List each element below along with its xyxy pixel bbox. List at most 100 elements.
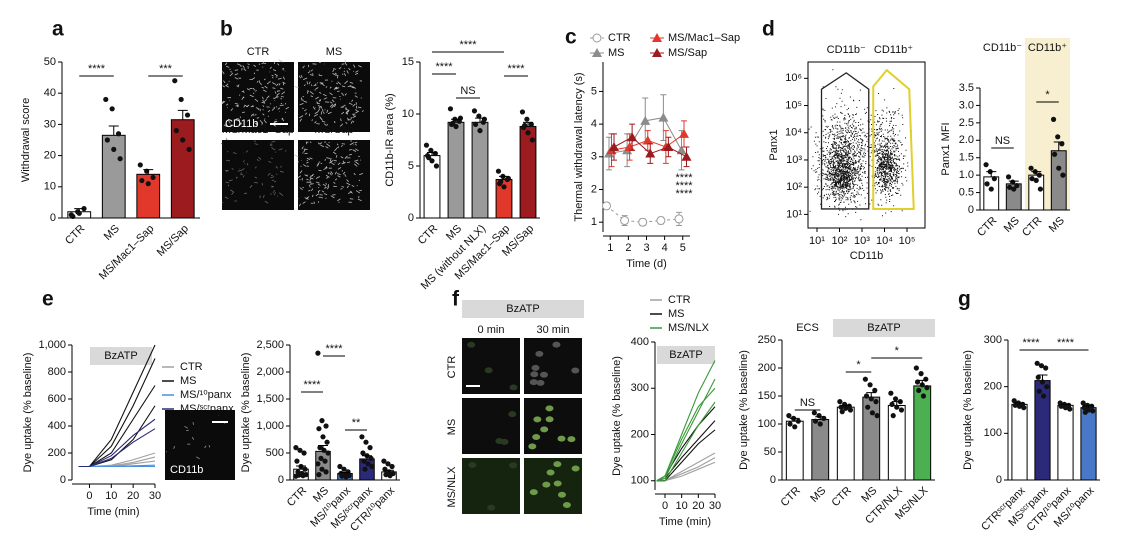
data-point [316,426,322,432]
bar [811,419,830,481]
y-axis-label: Dye uptake (% baseline) [962,350,974,470]
data-point [432,150,438,157]
data-point [495,168,502,174]
micrograph [222,62,294,132]
image-label: MS/Sap [314,124,353,136]
data-point [324,439,330,445]
error-bar [296,465,306,470]
group-label: ECS [796,322,819,334]
significance-label: **** [675,172,693,184]
y-tick-label: 40 [44,87,56,99]
legend-label: CTR [668,294,691,306]
marker [663,142,674,151]
y-tick-label: 3.5 [959,82,974,94]
legend-label: MS [608,47,625,59]
data-point [898,407,905,413]
error-bar [340,471,350,474]
data-point [1043,365,1049,371]
y-tick-label: 0 [770,474,776,486]
y-tick-label: 0.5 [959,186,974,198]
significance-label: **** [675,180,693,192]
error-bar [1060,403,1071,406]
significance-label: **** [1057,337,1075,349]
y-tick-label: 400 [631,336,649,348]
data-point [471,108,478,114]
cell [557,491,566,498]
image-label: MS [326,46,343,58]
y-tick-label: 4 [591,118,597,130]
data-point [104,137,110,143]
legend-marker [652,48,662,57]
data-point [816,413,822,419]
image-label: MS/Mac1–Sap [222,124,294,136]
data-point [786,413,792,419]
image-row-label: MS/NLX [446,466,458,508]
data-point [186,146,192,152]
error-bar [384,469,394,472]
y-tick-label: 200 [984,381,1002,393]
trace [656,401,716,482]
marker [627,132,638,142]
marker [676,145,687,155]
cell [532,434,541,441]
y-tick-label: 10⁶ [785,72,802,84]
data-point [293,445,299,451]
data-point [323,469,329,475]
gate-label: CD11b⁻ [827,44,866,56]
error-bar [1014,402,1025,405]
data-point [1081,405,1087,411]
cell [535,350,544,357]
cell [530,371,539,378]
marker [640,115,651,125]
data-point [991,176,997,182]
error-bar [840,405,851,408]
data-point [894,404,900,410]
data-point [839,409,845,415]
image-row-label: MS [446,419,458,436]
x-tick-label: 3 [643,242,649,254]
data-point [1051,151,1058,157]
data-point [341,466,347,472]
error-bar [451,118,461,123]
cell [546,469,555,476]
bar [1057,404,1074,481]
y-tick-label: 1 [591,216,597,228]
error-bar [143,169,154,175]
marker [620,216,630,226]
data-point [429,158,435,164]
data-point [869,410,876,416]
data-point [103,96,109,103]
data-point [319,418,325,424]
stimulus-label: BzATP [104,350,137,362]
data-point [1055,134,1061,140]
bar [913,385,932,481]
data-point [433,163,440,169]
data-point [868,396,874,402]
y-tick-label: 2,500 [256,339,284,351]
cell [536,379,545,386]
y-tick-label: 100 [984,427,1002,439]
data-point [1056,165,1062,171]
y-tick-label: 10⁵ [785,99,802,111]
data-point [359,434,365,440]
data-point [150,174,156,181]
bar [447,121,465,219]
image-label: CTR [247,46,270,58]
data-point [872,387,878,393]
significance-label: **** [459,39,477,51]
error-bar [74,208,85,212]
y-tick-label: 10⁴ [785,127,802,139]
y-tick-label: 30 [44,118,56,130]
x-tick-label: MS [808,485,828,505]
x-tick-label: MS [102,223,122,243]
micrograph [298,140,370,210]
data-point [301,450,307,456]
data-point [481,116,488,122]
y-tick-label: 5 [591,85,597,97]
significance-label: NS [995,135,1010,147]
y-tick-label: 10 [44,181,56,193]
data-point [139,177,145,184]
stimulus-box [657,346,715,364]
legend-label: MS [180,375,197,387]
significance-label: **** [507,63,525,75]
